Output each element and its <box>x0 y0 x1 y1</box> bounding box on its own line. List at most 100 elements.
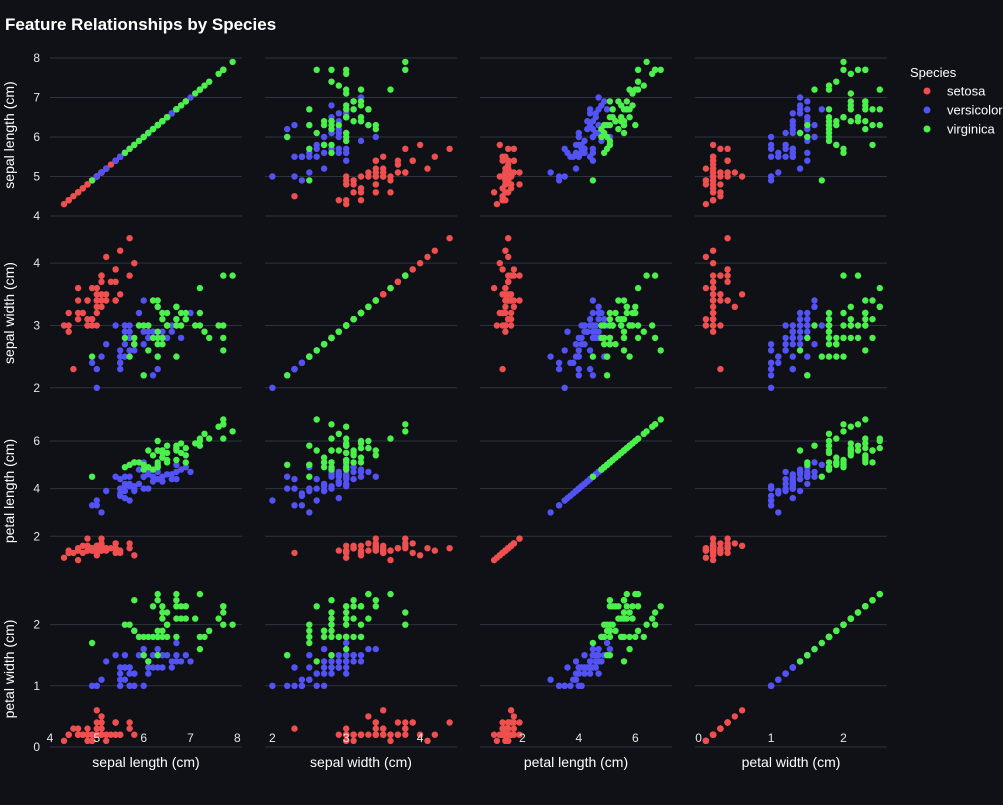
point-virginica-36 <box>869 122 875 128</box>
point-versicolor-1 <box>358 474 364 480</box>
panel-row0-col1 <box>269 59 453 208</box>
point-virginica-39 <box>848 98 854 104</box>
point-virginica-34 <box>145 347 151 353</box>
point-setosa-44 <box>516 535 522 541</box>
point-setosa-46 <box>710 272 716 278</box>
point-virginica-35 <box>220 67 226 73</box>
point-versicolor-36 <box>173 652 179 658</box>
y-tick-petal-length-6: 6 <box>33 434 40 448</box>
point-setosa-42 <box>66 732 72 738</box>
point-virginica-33 <box>328 652 334 658</box>
point-virginica-33 <box>155 335 161 341</box>
point-versicolor-9 <box>573 658 579 664</box>
point-versicolor-36 <box>595 106 601 112</box>
panel-row1-col3 <box>703 235 883 391</box>
point-virginica-46 <box>306 122 312 128</box>
point-virginica-19 <box>804 372 810 378</box>
point-versicolor-29 <box>562 146 568 152</box>
point-virginica-18 <box>862 416 868 422</box>
point-virginica-22 <box>328 622 334 628</box>
point-virginica-17 <box>220 272 226 278</box>
panel-row2-col2 <box>491 416 664 563</box>
point-setosa-45 <box>343 181 349 187</box>
point-versicolor-22 <box>804 353 810 359</box>
point-virginica-20 <box>624 310 630 316</box>
point-virginica-32 <box>855 447 861 453</box>
point-virginica-30 <box>833 79 839 85</box>
point-setosa-22 <box>75 557 81 563</box>
point-virginica-8 <box>626 353 632 359</box>
point-virginica-28 <box>621 615 627 621</box>
point-versicolor-31 <box>768 154 774 160</box>
point-versicolor-37 <box>587 366 593 372</box>
point-setosa-27 <box>103 291 109 297</box>
point-versicolor-6 <box>155 646 161 652</box>
point-versicolor-37 <box>155 366 161 372</box>
point-versicolor-0 <box>595 94 601 100</box>
point-virginica-41 <box>183 316 189 322</box>
point-virginica-33 <box>328 335 334 341</box>
x-tick-sepal-width-4: 4 <box>417 731 424 745</box>
point-virginica-7 <box>336 431 342 437</box>
point-virginica-9 <box>387 86 393 92</box>
x-axis-label-petal-width: petal width (cm) <box>742 754 841 770</box>
point-setosa-38 <box>710 322 716 328</box>
point-virginica-9 <box>387 285 393 291</box>
point-virginica-0 <box>155 438 161 444</box>
point-virginica-44 <box>624 106 630 112</box>
point-versicolor-35 <box>141 297 147 303</box>
point-virginica-43 <box>358 310 364 316</box>
point-virginica-0 <box>155 304 161 310</box>
point-virginica-34 <box>145 447 151 453</box>
point-versicolor-31 <box>117 683 123 689</box>
panel-row2-col0 <box>61 416 236 563</box>
point-versicolor-42 <box>576 347 582 353</box>
point-setosa-24 <box>516 181 522 187</box>
point-virginica-0 <box>632 304 638 310</box>
point-virginica-19 <box>284 372 290 378</box>
x-tick-sepal-width-3: 3 <box>343 731 350 745</box>
point-versicolor-44 <box>790 341 796 347</box>
point-setosa-24 <box>84 297 90 303</box>
point-setosa-43 <box>739 543 745 549</box>
point-setosa-49 <box>502 173 508 179</box>
point-virginica-17 <box>402 421 408 427</box>
point-virginica-43 <box>358 440 364 446</box>
y-axis-label-petal-width: petal width (cm) <box>1 620 17 719</box>
point-versicolor-41 <box>797 471 803 477</box>
point-virginica-44 <box>877 304 883 310</box>
point-setosa-21 <box>724 279 730 285</box>
point-setosa-47 <box>502 189 508 195</box>
point-versicolor-6 <box>365 646 371 652</box>
point-versicolor-9 <box>321 165 327 171</box>
point-setosa-33 <box>432 547 438 553</box>
point-setosa-49 <box>365 547 371 553</box>
point-setosa-36 <box>117 550 123 556</box>
point-versicolor-17 <box>321 683 327 689</box>
point-virginica-7 <box>641 329 647 335</box>
point-virginica-29 <box>343 646 349 652</box>
point-versicolor-10 <box>94 385 100 391</box>
point-setosa-49 <box>710 304 716 310</box>
point-setosa-46 <box>402 732 408 738</box>
point-versicolor-26 <box>598 658 604 664</box>
point-versicolor-16 <box>122 652 128 658</box>
point-versicolor-39 <box>576 353 582 359</box>
point-virginica-39 <box>615 615 621 621</box>
point-versicolor-48 <box>547 353 553 359</box>
point-setosa-43 <box>380 173 386 179</box>
point-setosa-21 <box>395 169 401 175</box>
panel-row1-col2 <box>491 235 664 391</box>
point-versicolor-48 <box>306 677 312 683</box>
point-virginica-5 <box>649 615 655 621</box>
point-virginica-13 <box>306 622 312 628</box>
point-virginica-6 <box>819 353 825 359</box>
point-virginica-43 <box>629 310 635 316</box>
point-virginica-30 <box>328 79 334 85</box>
point-virginica-30 <box>206 628 212 634</box>
point-versicolor-45 <box>782 146 788 152</box>
point-virginica-22 <box>652 67 658 73</box>
point-setosa-23 <box>732 169 738 175</box>
point-virginica-42 <box>321 142 327 148</box>
point-virginica-48 <box>615 126 621 132</box>
